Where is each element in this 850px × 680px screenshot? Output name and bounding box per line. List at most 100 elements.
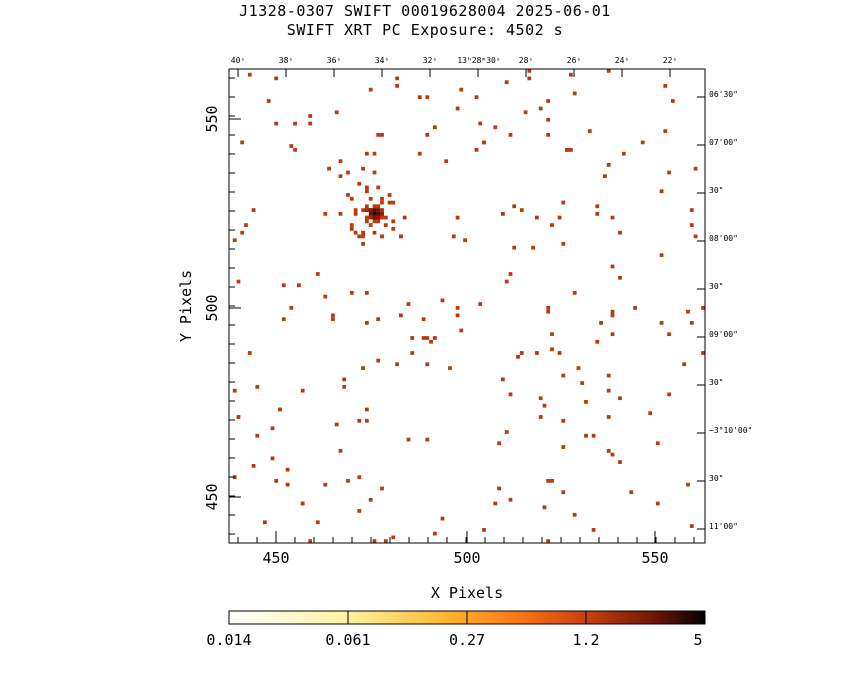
- photon-event: [591, 433, 596, 438]
- photon-event: [236, 279, 241, 284]
- photon-event: [293, 148, 297, 152]
- photon-event: [308, 114, 313, 118]
- photon-event: [508, 497, 513, 502]
- photon-event: [365, 291, 369, 295]
- photon-event: [606, 388, 611, 393]
- photon-event: [655, 501, 660, 506]
- photon-event: [572, 512, 577, 517]
- photon-event: [689, 524, 694, 528]
- photon-event: [300, 388, 305, 393]
- photon-event: [334, 110, 339, 115]
- photon-event: [580, 381, 585, 385]
- photon-event: [682, 362, 687, 367]
- photon-event: [383, 223, 388, 227]
- photon-event: [251, 208, 256, 212]
- photon-event: [425, 437, 430, 442]
- photon-event: [640, 140, 645, 145]
- photon-event: [323, 294, 328, 299]
- photon-event: [251, 464, 256, 468]
- photon-event: [618, 460, 622, 464]
- photon-event: [232, 388, 237, 393]
- photon-event: [584, 400, 588, 404]
- photon-event: [686, 309, 690, 314]
- photon-event: [429, 339, 433, 344]
- photon-event: [349, 227, 354, 231]
- source-core-pixel: [372, 208, 377, 212]
- y-axis-label: Y Pixels: [177, 270, 195, 342]
- photon-event: [391, 219, 396, 224]
- photon-event: [455, 215, 460, 220]
- photon-event: [361, 366, 365, 370]
- photon-event: [293, 121, 297, 126]
- photon-event: [618, 396, 622, 401]
- photon-event: [349, 196, 354, 201]
- photon-event: [365, 215, 369, 220]
- photon-event: [701, 351, 705, 355]
- dec-tick-label: 30": [709, 378, 723, 387]
- x-axis-label: X Pixels: [431, 584, 503, 602]
- photon-event: [519, 351, 524, 355]
- ra-tick-label: 13ʰ28ᵐ30ˢ: [457, 56, 500, 65]
- photon-event: [542, 403, 547, 408]
- photon-event: [482, 140, 486, 145]
- photon-event: [255, 385, 260, 389]
- photon-event: [365, 321, 369, 325]
- photon-event: [417, 95, 422, 100]
- photon-event: [535, 351, 539, 355]
- photon-event: [610, 452, 615, 457]
- photon-event: [285, 482, 290, 487]
- photon-event: [693, 234, 698, 239]
- photon-event: [334, 422, 339, 427]
- photon-event: [368, 196, 373, 201]
- photon-event: [376, 317, 381, 322]
- photon-event: [550, 223, 554, 227]
- photon-event: [671, 99, 675, 103]
- colorbar-label: 5: [693, 631, 702, 649]
- photon-event: [572, 91, 577, 96]
- source-core-pixel: [372, 212, 377, 216]
- photon-event: [565, 148, 569, 152]
- photon-event: [368, 497, 373, 502]
- photon-event: [380, 133, 384, 137]
- photon-event: [474, 95, 479, 100]
- photon-event: [689, 223, 694, 227]
- photon-event: [289, 306, 294, 310]
- source-core-pixel: [376, 212, 381, 216]
- photon-event: [297, 283, 301, 288]
- dec-tick-label: 07'00": [709, 138, 738, 147]
- colorbar-label: 0.27: [449, 631, 485, 649]
- photon-event: [655, 441, 660, 446]
- photon-event: [659, 253, 664, 258]
- tick-layer: [229, 69, 705, 543]
- photon-event: [380, 196, 384, 201]
- photon-event: [538, 106, 543, 111]
- source-core-pixel: [376, 215, 381, 220]
- x-tick-label: 450: [262, 549, 289, 567]
- photon-event: [263, 520, 267, 525]
- source-core-pixel: [365, 208, 369, 212]
- y-tick-label: 550: [203, 105, 221, 132]
- ra-tick-label: 22ˢ: [663, 56, 677, 65]
- photon-event: [387, 193, 392, 197]
- photon-event: [501, 377, 505, 382]
- photon-event: [331, 317, 335, 322]
- photon-event: [425, 133, 430, 137]
- plot-frame: [228, 68, 706, 544]
- photon-event: [455, 106, 460, 111]
- photon-event: [667, 332, 671, 337]
- photon-event: [391, 535, 396, 540]
- source-core-pixel: [368, 208, 373, 212]
- photon-event: [701, 306, 705, 310]
- photon-event: [391, 200, 396, 205]
- photon-event: [349, 223, 354, 227]
- photon-event: [629, 490, 634, 495]
- photon-event: [342, 377, 347, 382]
- dec-tick-label: 06'30": [709, 90, 738, 99]
- photon-event: [538, 396, 543, 401]
- photon-event: [399, 234, 403, 239]
- photon-event: [425, 95, 430, 100]
- photon-event: [387, 200, 392, 205]
- photon-event: [667, 392, 671, 397]
- photon-event: [618, 275, 622, 280]
